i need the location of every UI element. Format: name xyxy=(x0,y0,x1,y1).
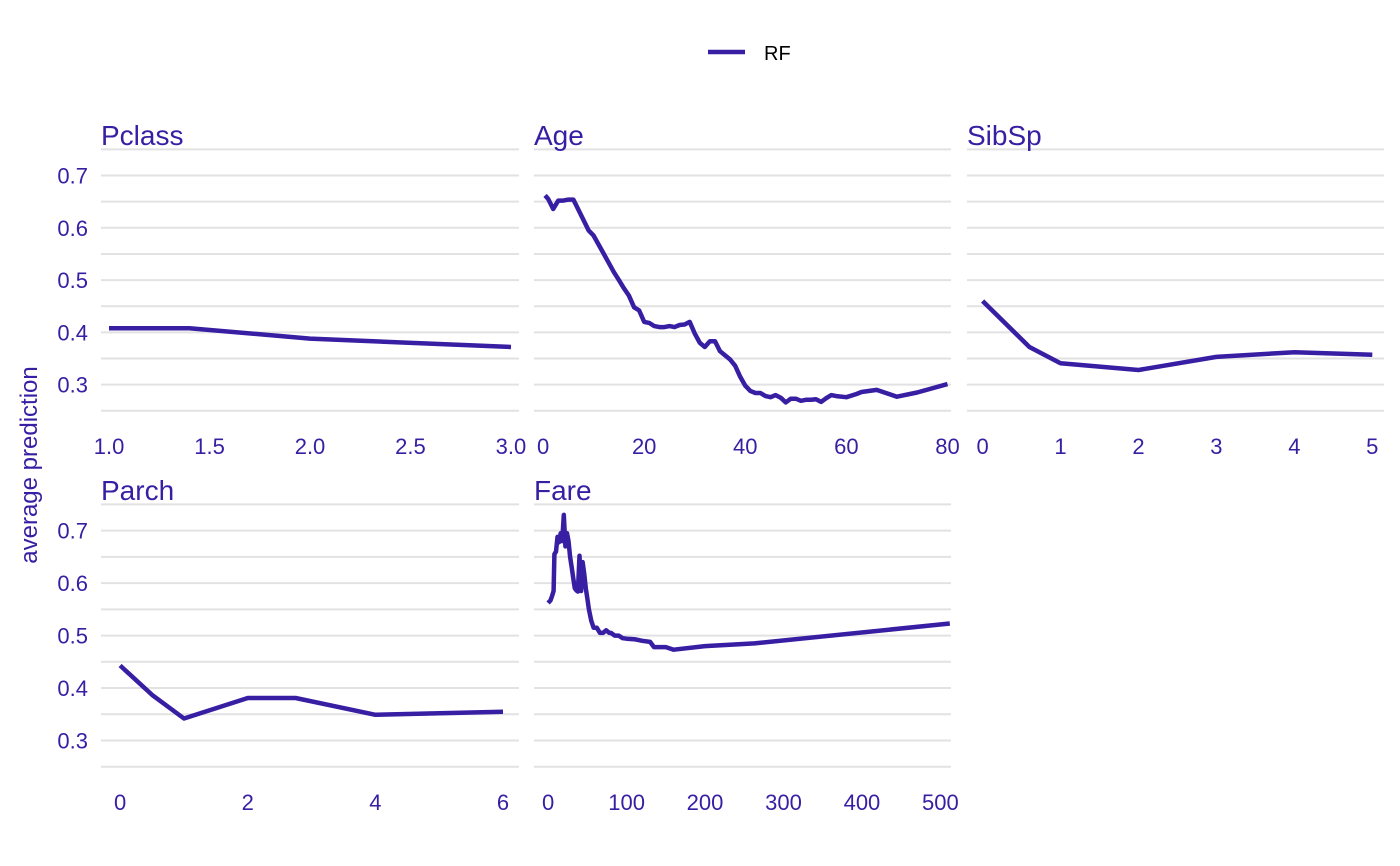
legend-label: RF xyxy=(764,43,791,65)
x-tick-label: 300 xyxy=(765,790,802,815)
x-tick-label: 6 xyxy=(497,790,509,815)
x-tick-label: 2.5 xyxy=(395,434,426,459)
x-tick-label: 40 xyxy=(733,434,757,459)
y-tick-label: 0.4 xyxy=(57,676,88,701)
x-tick-label: 1.5 xyxy=(194,434,225,459)
y-tick-label: 0.3 xyxy=(57,373,88,398)
x-tick-label: 1.0 xyxy=(94,434,125,459)
x-tick-label: 5 xyxy=(1366,434,1378,459)
x-tick-label: 2 xyxy=(242,790,254,815)
x-tick-label: 60 xyxy=(834,434,858,459)
y-tick-label: 0.6 xyxy=(57,571,88,596)
x-tick-label: 500 xyxy=(922,790,959,815)
y-tick-label: 0.4 xyxy=(57,320,88,345)
y-tick-label: 0.5 xyxy=(57,268,88,293)
panels: Pclass 0.3 0.4 0.5 0.6 0.7 1.0 1.5 2.0 2.5 3.0 Age 0… xyxy=(57,120,1384,815)
x-tick-label: 0 xyxy=(114,790,126,815)
y-tick-label: 0.7 xyxy=(57,164,88,189)
panel-title: Age xyxy=(534,120,584,151)
series-line-rf xyxy=(546,512,951,652)
panel-sibsp: SibSp 0 1 2 3 4 5 xyxy=(967,120,1384,459)
legend: RF xyxy=(708,43,791,65)
x-tick-label: 100 xyxy=(608,790,645,815)
x-tick-label: 3 xyxy=(1210,434,1222,459)
y-tick-label: 0.3 xyxy=(57,729,88,754)
series-line-rf xyxy=(118,663,504,721)
panel-age: Age 0 20 40 60 80 xyxy=(534,120,960,459)
x-tick-label: 400 xyxy=(844,790,881,815)
x-tick-label: 4 xyxy=(369,790,381,815)
x-tick-label: 0 xyxy=(537,434,549,459)
x-tick-label: 2 xyxy=(1132,434,1144,459)
panel-title: Pclass xyxy=(101,120,183,151)
y-axis-label: average prediction xyxy=(16,366,43,563)
panel-fare: Fare 0 100 200 300 400 500 xyxy=(534,475,959,815)
series-line-rf xyxy=(981,299,1373,373)
x-tick-label: 3.0 xyxy=(496,434,527,459)
panel-title: SibSp xyxy=(967,120,1042,151)
panel-parch: Parch 0.3 0.4 0.5 0.6 0.7 0 2 4 6 xyxy=(57,475,519,815)
x-tick-label: 1 xyxy=(1054,434,1066,459)
x-tick-label: 0 xyxy=(976,434,988,459)
y-tick-label: 0.5 xyxy=(57,624,88,649)
panel-title: Fare xyxy=(534,475,592,506)
series-line-rf xyxy=(109,325,512,350)
x-tick-label: 200 xyxy=(687,790,724,815)
x-tick-label: 4 xyxy=(1288,434,1300,459)
panel-title: Parch xyxy=(101,475,174,506)
y-tick-label: 0.6 xyxy=(57,216,88,241)
x-tick-label: 20 xyxy=(632,434,656,459)
y-tick-label: 0.7 xyxy=(57,519,88,544)
series-line-rf xyxy=(543,193,949,405)
panel-pclass: Pclass 0.3 0.4 0.5 0.6 0.7 1.0 1.5 2.0 2.5 3.0 xyxy=(57,120,526,459)
x-tick-label: 0 xyxy=(542,790,554,815)
x-tick-label: 80 xyxy=(935,434,959,459)
x-tick-label: 2.0 xyxy=(295,434,326,459)
